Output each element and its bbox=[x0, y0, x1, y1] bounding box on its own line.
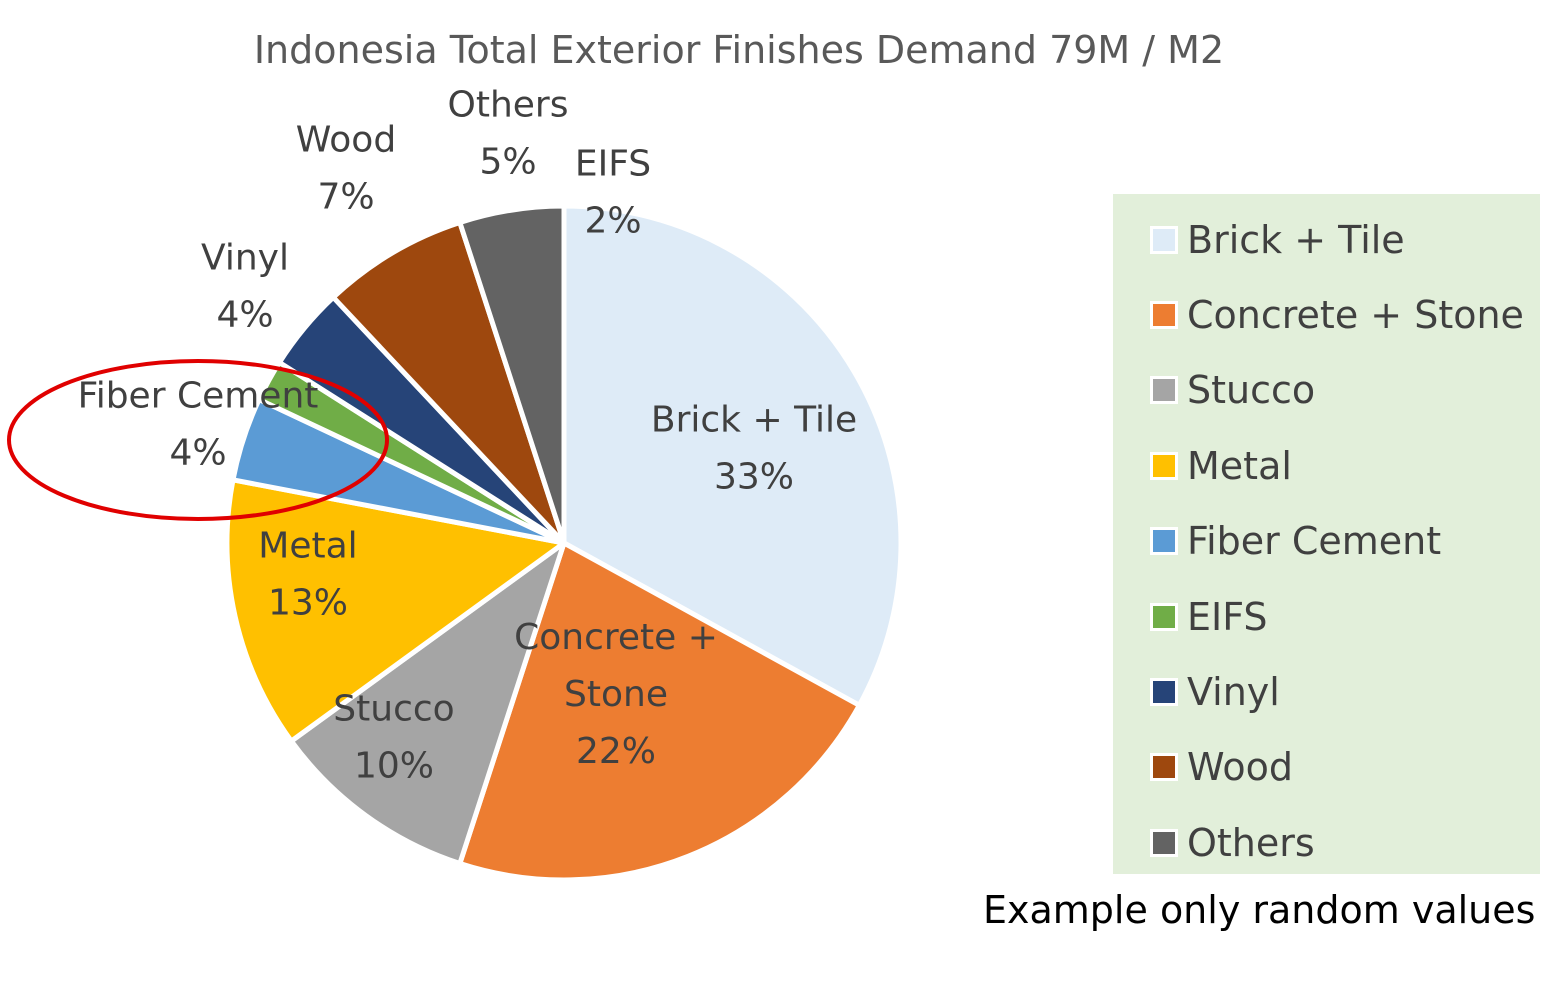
legend-swatch bbox=[1150, 678, 1178, 707]
pie-slice-metal bbox=[224, 477, 567, 744]
legend-label: Concrete + Stone bbox=[1187, 293, 1524, 338]
legend-swatch bbox=[1150, 301, 1178, 330]
legend-item-wood: Wood bbox=[1113, 730, 1540, 805]
legend-label: Others bbox=[1187, 820, 1315, 865]
legend-swatch bbox=[1150, 828, 1178, 857]
data-label-vinyl: Vinyl 4% bbox=[201, 238, 289, 336]
legend-swatch bbox=[1150, 451, 1178, 480]
legend-label: Brick + Tile bbox=[1187, 217, 1405, 262]
data-label-metal: Metal 13% bbox=[258, 526, 357, 624]
legend-item-others: Others bbox=[1113, 805, 1540, 880]
legend-item-concrete-stone: Concrete + Stone bbox=[1113, 277, 1540, 352]
pie-slice-stucco bbox=[288, 540, 567, 867]
legend-item-metal: Metal bbox=[1113, 428, 1540, 503]
data-label-wood: Wood 7% bbox=[296, 120, 396, 218]
highlight-ellipse bbox=[7, 359, 389, 521]
legend-label: Stucco bbox=[1187, 368, 1316, 413]
legend-label: Vinyl bbox=[1187, 670, 1280, 715]
legend-swatch bbox=[1150, 376, 1178, 405]
legend-swatch bbox=[1150, 527, 1178, 556]
legend-label: Fiber Cement bbox=[1187, 519, 1442, 564]
legend-swatch bbox=[1150, 602, 1178, 631]
legend-swatch bbox=[1150, 753, 1178, 782]
legend-item-brick-tile: Brick + Tile bbox=[1113, 202, 1540, 277]
footnote: Example only random values bbox=[983, 888, 1536, 932]
data-label-eifs: EIFS 2% bbox=[575, 144, 651, 242]
legend-item-eifs: EIFS bbox=[1113, 579, 1540, 654]
pie-slice-others bbox=[457, 203, 567, 546]
chart-title: Indonesia Total Exterior Finishes Demand… bbox=[253, 28, 1225, 72]
data-label-fiber-cement: Fiber Cement 4% bbox=[78, 376, 319, 474]
legend-label: Wood bbox=[1187, 745, 1293, 790]
legend-label: Metal bbox=[1187, 443, 1292, 488]
legend-item-vinyl: Vinyl bbox=[1113, 654, 1540, 729]
pie-slice-wood bbox=[330, 219, 567, 546]
pie-slice-concrete-stone bbox=[457, 540, 862, 883]
pie-slice-brick-tile bbox=[561, 203, 904, 708]
data-label-concrete-stone: Concrete + Stone 22% bbox=[514, 617, 718, 772]
data-label-others: Others 5% bbox=[448, 85, 569, 183]
legend-item-fiber-cement: Fiber Cement bbox=[1113, 504, 1540, 579]
legend-label: EIFS bbox=[1187, 594, 1268, 639]
data-label-stucco: Stucco 10% bbox=[333, 689, 454, 787]
chart-legend: Brick + Tile Concrete + Stone Stucco Metal F… bbox=[1113, 194, 1540, 874]
data-label-brick-tile: Brick + Tile 33% bbox=[651, 400, 857, 498]
legend-item-stucco: Stucco bbox=[1113, 353, 1540, 428]
legend-swatch bbox=[1150, 225, 1178, 254]
